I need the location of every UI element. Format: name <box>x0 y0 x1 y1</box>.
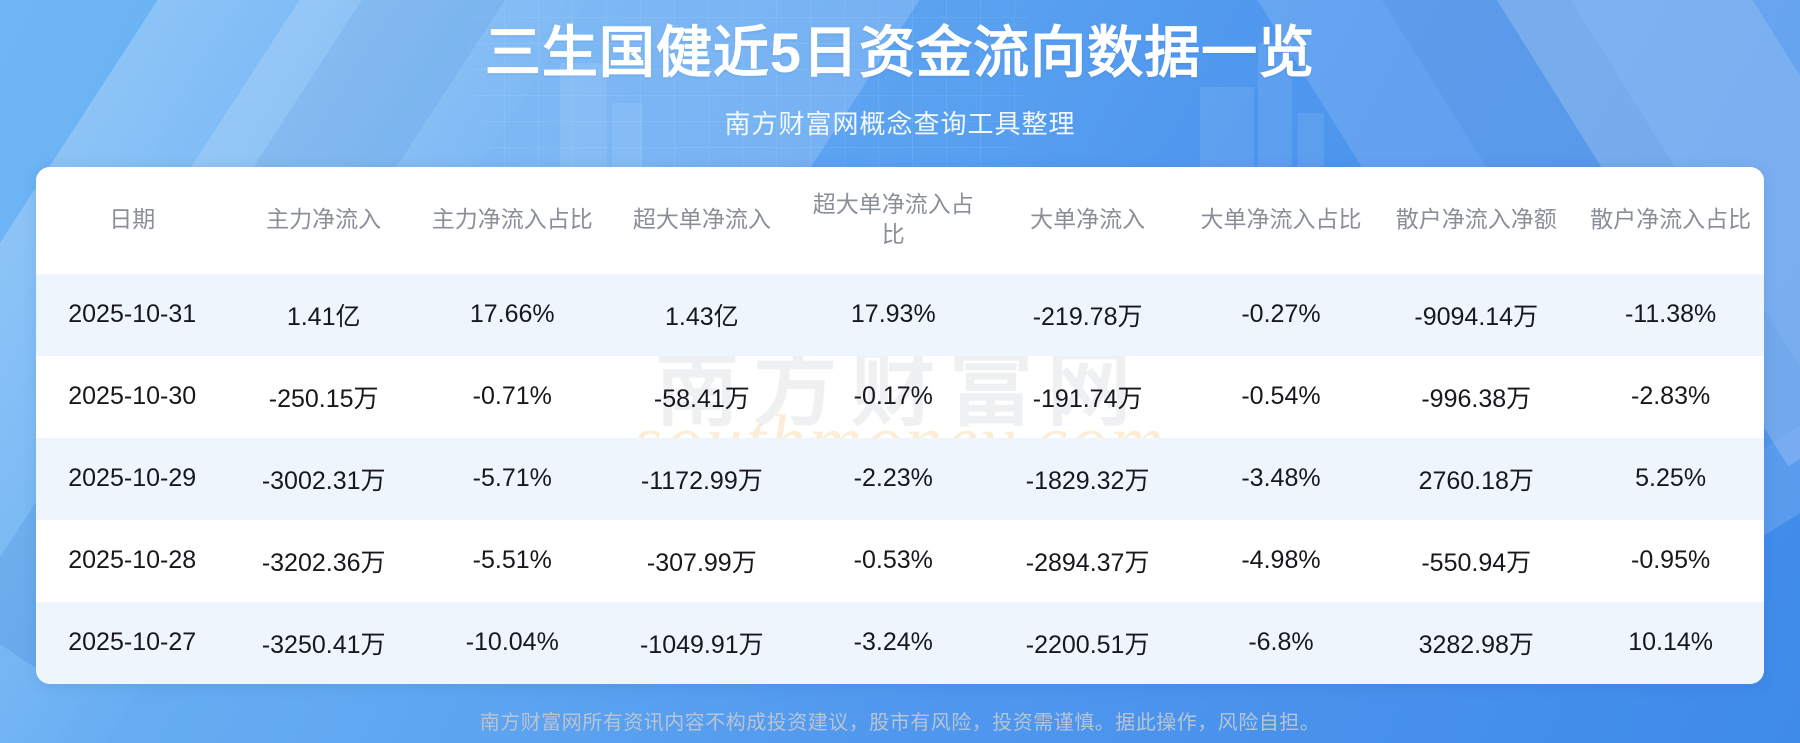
column-header-main-net: 主力净流入 <box>228 167 419 274</box>
column-header-big-net: 大单净流入 <box>988 167 1187 274</box>
cell-main-pct: 17.66% <box>418 273 606 356</box>
cell-super-pct: -3.24% <box>798 601 989 684</box>
cell-big-net: -219.78万 <box>988 273 1187 356</box>
cell-date: 2025-10-27 <box>36 601 229 684</box>
cell-super-pct: -0.17% <box>853 382 933 411</box>
cell-retail-net: 3282.98万 <box>1375 601 1578 684</box>
column-header-retail-pct: 散户净流入占比 <box>1577 167 1764 274</box>
cell-retail-net: -9094.14万 <box>1375 273 1578 356</box>
column-header-retail-net: 散户净流入净额 <box>1375 167 1578 274</box>
cell-date: 2025-10-30 <box>68 382 197 411</box>
table-header-row: 日期 主力净流入 主力净流入占比 超大单净流入 超大单净流入占比 大单净流入 大… <box>36 167 1764 274</box>
cell-retail-pct: 10.14% <box>1577 601 1764 684</box>
table-row: 2025-10-27 -3250.41万 -10.04% -1049.91万 -… <box>36 601 1764 684</box>
cell-main-pct: -5.51% <box>472 546 552 575</box>
cell-date: 2025-10-28 <box>68 546 197 575</box>
cell-retail-net: -996.38万 <box>1421 384 1532 413</box>
column-header-big-pct: 大单净流入占比 <box>1186 167 1376 274</box>
cell-main-net: -3250.41万 <box>228 601 419 684</box>
table-header: 日期 主力净流入 主力净流入占比 超大单净流入 超大单净流入占比 大单净流入 大… <box>36 167 1764 274</box>
cell-super-net: 1.43亿 <box>605 273 799 356</box>
cell-super-pct: -0.53% <box>853 546 933 575</box>
cell-big-net: -191.74万 <box>1032 384 1143 413</box>
cell-super-net: -307.99万 <box>646 548 757 577</box>
cell-super-net: -58.41万 <box>653 384 750 413</box>
data-table-card: 南方财富网 southmoney.com 日期 主力净流入 主力净流入占比 超大… <box>36 167 1764 684</box>
page-subtitle: 南方财富网概念查询工具整理 <box>724 109 1076 139</box>
cell-super-net: -1049.91万 <box>605 601 799 684</box>
cell-main-net: -3202.36万 <box>261 548 386 577</box>
cell-retail-pct: 5.25% <box>1577 437 1764 520</box>
table-row: 2025-10-29 -3002.31万 -5.71% -1172.99万 -2… <box>36 437 1764 520</box>
cell-big-pct: -4.98% <box>1241 546 1321 575</box>
column-header-super-net: 超大单净流入 <box>605 167 799 274</box>
cell-big-pct: -0.54% <box>1241 382 1321 411</box>
cell-big-pct: -6.8% <box>1186 601 1376 684</box>
cell-date: 2025-10-29 <box>36 437 229 520</box>
cell-main-net: 1.41亿 <box>228 273 419 356</box>
table-row: 2025-10-30 -250.15万 -0.71% -58.41万 -0.17… <box>36 356 1764 438</box>
cell-big-net: -1829.32万 <box>988 437 1187 520</box>
cell-retail-net: 2760.18万 <box>1375 437 1578 520</box>
cell-big-pct: -3.48% <box>1186 437 1376 520</box>
table-row: 2025-10-31 1.41亿 17.66% 1.43亿 17.93% -21… <box>36 273 1764 356</box>
cell-big-net: -2894.37万 <box>1025 548 1150 577</box>
cell-super-pct: 17.93% <box>798 273 989 356</box>
cell-main-pct: -5.71% <box>418 437 606 520</box>
cell-big-pct: -0.27% <box>1186 273 1376 356</box>
page-header: 三生国健近5日资金流向数据一览 南方财富网概念查询工具整理 <box>0 0 1800 141</box>
table-body: 2025-10-31 1.41亿 17.66% 1.43亿 17.93% -21… <box>36 273 1764 684</box>
fund-flow-table: 日期 主力净流入 主力净流入占比 超大单净流入 超大单净流入占比 大单净流入 大… <box>36 167 1764 684</box>
cell-date: 2025-10-31 <box>36 273 229 356</box>
column-header-date: 日期 <box>36 167 229 274</box>
cell-retail-pct: -2.83% <box>1631 382 1711 411</box>
cell-super-net: -1172.99万 <box>605 437 799 520</box>
footer-disclaimer: 南方财富网所有资讯内容不构成投资建议，股市有风险，投资需谨慎。据此操作，风险自担… <box>479 711 1321 734</box>
cell-super-pct: -2.23% <box>798 437 989 520</box>
cell-retail-net: -550.94万 <box>1421 548 1532 577</box>
cell-main-pct: -10.04% <box>418 601 606 684</box>
cell-main-pct: -0.71% <box>472 382 552 411</box>
column-header-main-pct: 主力净流入占比 <box>418 167 606 274</box>
table-row: 2025-10-28 -3202.36万 -5.51% -307.99万 -0.… <box>36 520 1764 602</box>
cell-main-net: -3002.31万 <box>228 437 419 520</box>
cell-big-net: -2200.51万 <box>988 601 1187 684</box>
cell-main-net: -250.15万 <box>268 384 379 413</box>
cell-retail-pct: -11.38% <box>1577 273 1764 356</box>
column-header-super-pct: 超大单净流入占比 <box>798 167 989 274</box>
cell-retail-pct: -0.95% <box>1631 546 1711 575</box>
page-title: 三生国健近5日资金流向数据一览 <box>484 21 1316 84</box>
